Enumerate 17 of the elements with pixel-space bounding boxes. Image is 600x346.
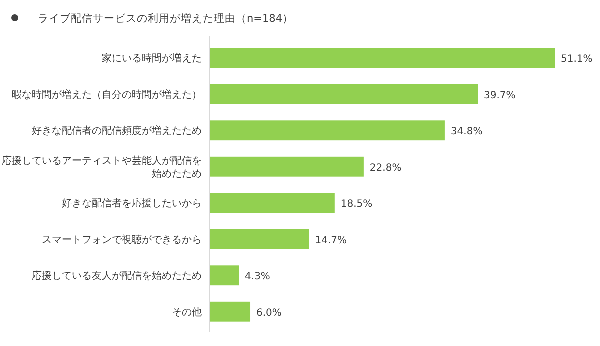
y-tick-label: 好きな配信者の配信頻度が増えたため [32, 125, 202, 138]
y-tick-label: 応援している友人が配信を始めたため [32, 270, 202, 282]
data-label: 6.0% [256, 308, 282, 319]
y-tick-label: 応援しているアーティストや芸能人が配信を始めたため [2, 154, 202, 180]
y-tick-label: 家にいる時間が増えた [102, 52, 202, 65]
data-label: 34.8% [450, 126, 483, 138]
y-tick-label: その他 [172, 306, 202, 318]
y-tick-label: 好きな配信者を応援したいから [62, 198, 202, 210]
data-label: 4.3% [245, 272, 270, 283]
data-label: 51.1% [561, 54, 593, 66]
data-label: 18.5% [340, 199, 373, 210]
data-label: 14.7% [315, 235, 348, 246]
chart-title: ライブ配信サービスの利用が増えた理由（n=184） [38, 12, 294, 25]
y-tick-label: 暇な時間が増えた（自分の時間が増えた） [12, 88, 202, 101]
data-label: 22.8% [370, 162, 402, 174]
data-label: 39.7% [484, 90, 516, 102]
y-tick-label: スマートフォンで視聴ができるから [42, 234, 202, 246]
